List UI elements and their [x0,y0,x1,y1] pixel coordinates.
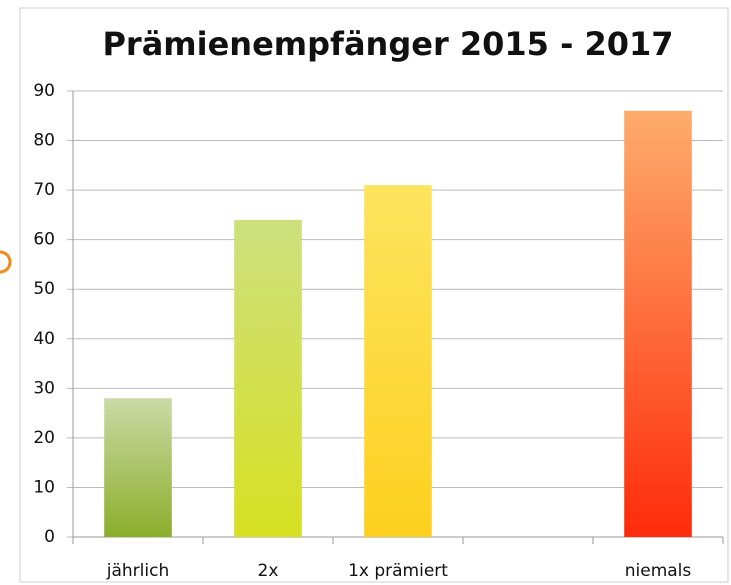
y-tick-label: 70 [33,180,55,200]
x-tick-label: 2x [258,561,279,581]
x-tick-label: niemals [625,561,692,581]
x-tick-label: 1x prämiert [348,561,448,581]
y-tick-label: 40 [33,329,55,349]
y-tick-label: 10 [33,477,55,497]
bar [364,185,432,537]
y-tick-label: 20 [33,428,55,448]
y-tick-label: 30 [33,378,55,398]
y-tick-label: 80 [33,131,55,151]
decoration-arc [0,250,12,274]
y-tick-label: 0 [44,527,55,547]
y-tick-label: 60 [33,230,55,250]
y-tick-label: 90 [33,81,55,101]
x-tick-label: jährlich [106,561,169,581]
bar [104,398,172,537]
chart-title: Prämienempfänger 2015 - 2017 [102,25,673,63]
y-tick-label: 50 [33,279,55,299]
bar [234,219,302,537]
bar [624,110,692,538]
